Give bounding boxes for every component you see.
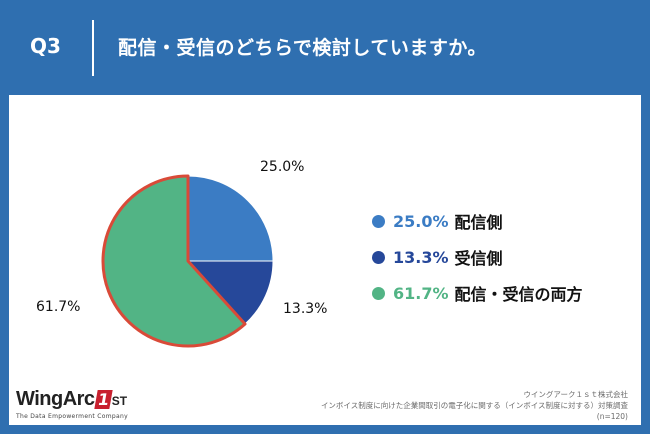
logo-st: ST xyxy=(111,394,128,408)
pie-slice-distribution xyxy=(187,175,274,262)
header-bar: Q3 配信・受信のどちらで検討していますか。 xyxy=(0,0,650,92)
legend-label-receiving: 受信側 xyxy=(454,249,503,268)
legend-item-receiving: 13.3% 受信側 xyxy=(372,239,583,275)
question-title: 配信・受信のどちらで検討していますか。 xyxy=(118,37,487,59)
legend-item-distribution: 25.0% 配信側 xyxy=(372,203,583,239)
legend-label-distribution: 配信側 xyxy=(454,213,503,232)
pie-slice-highlight-both xyxy=(101,174,247,348)
footer-company: ウイングアーク１ｓｔ株式会社 xyxy=(523,390,628,399)
header-divider xyxy=(92,20,94,76)
footer-sample: (n=120) xyxy=(596,412,628,421)
legend-dot-both xyxy=(372,286,385,300)
legend-label-both: 配信・受信の両方 xyxy=(454,285,583,304)
footer-survey: インボイス制度に向けた企業間取引の電子化に関する（インボイス制度に対する）対策調… xyxy=(320,401,628,410)
legend-dot-distribution xyxy=(372,214,385,228)
pie-label-receiving: 13.3% xyxy=(283,301,327,317)
pie-label-distribution: 25.0% xyxy=(260,159,304,175)
logo-one-mark: 1 xyxy=(93,390,113,409)
question-number: Q3 xyxy=(30,34,61,58)
legend-pct-receiving: 13.3% xyxy=(393,247,449,267)
pie-chart: 25.0% 13.3% 61.7% xyxy=(36,159,327,348)
legend-pct-distribution: 25.0% xyxy=(393,211,449,231)
legend-item-both: 61.7% 配信・受信の両方 xyxy=(372,275,583,311)
chart-legend: 25.0% 配信側 13.3% 受信側 61.7% 配信・受信の両方 xyxy=(372,203,583,311)
company-logo: WingArc1ST The Data Empowerment Company xyxy=(16,388,128,420)
logo-tagline: The Data Empowerment Company xyxy=(16,413,128,420)
chart-card: 25.0% 13.3% 61.7% 25.0% 配信側 13.3% 受信側 61.7… xyxy=(9,95,641,425)
legend-dot-receiving xyxy=(372,250,385,264)
pie-slice-receiving xyxy=(186,260,274,325)
legend-pct-both: 61.7% xyxy=(393,283,449,303)
logo-wordmark: WingArc xyxy=(16,388,95,410)
pie-label-both: 61.7% xyxy=(36,299,80,315)
footer-credits: ウイングアーク１ｓｔ株式会社 インボイス制度に向けた企業間取引の電子化に関する（… xyxy=(321,389,628,422)
